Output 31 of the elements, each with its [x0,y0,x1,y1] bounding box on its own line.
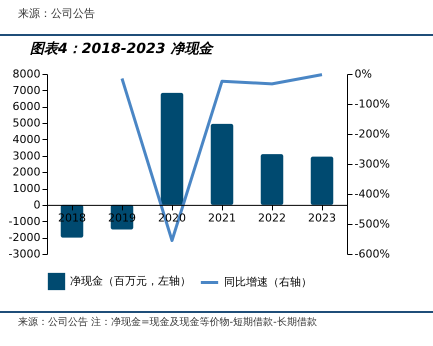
y-tick-label: 5000 [12,116,40,130]
y2-tick-label: -400% [354,188,390,200]
y2-tick-label: -300% [354,158,390,170]
y2-tick-label: -600% [354,248,390,260]
y2-tick-label: -100% [354,98,390,110]
bar [160,92,184,205]
y2-tick-label: -200% [354,128,390,140]
y-tick-label: -1000 [8,214,40,228]
y2-tick-label: -500% [354,218,390,230]
bar [260,154,284,205]
y-tick-label: 8000 [12,68,40,80]
x-tick-label: 2021 [208,211,236,224]
y-tick-label: -3000 [8,248,40,260]
legend-label: 同比增速（右轴） [224,276,312,288]
y-tick-label: 4000 [12,132,40,146]
y-tick-label: 1000 [12,182,40,196]
legend-label: 净现金（百万元，左轴） [70,274,191,288]
y-tick-label: 3000 [12,149,40,162]
source-note: 来源：公司公告 注：净现金=现金及现金等价物-短期借款-长期借款 [0,311,433,329]
y-tick-label: 2000 [12,166,40,179]
x-tick-label: 2023 [308,211,336,224]
x-tick-label: 2022 [258,211,286,224]
y-tick-label: 6000 [12,100,40,114]
y-tick-label: 0 [34,198,40,212]
chart-title: 图表4：2018-2023 净现金 [0,34,433,62]
bar [310,156,334,205]
y-tick-label: 7000 [12,84,40,97]
bar [210,124,234,205]
source-note: 来源：公司公告 [17,6,96,22]
y2-tick-label: 0% [354,68,372,80]
y-tick-label: -2000 [8,231,40,244]
